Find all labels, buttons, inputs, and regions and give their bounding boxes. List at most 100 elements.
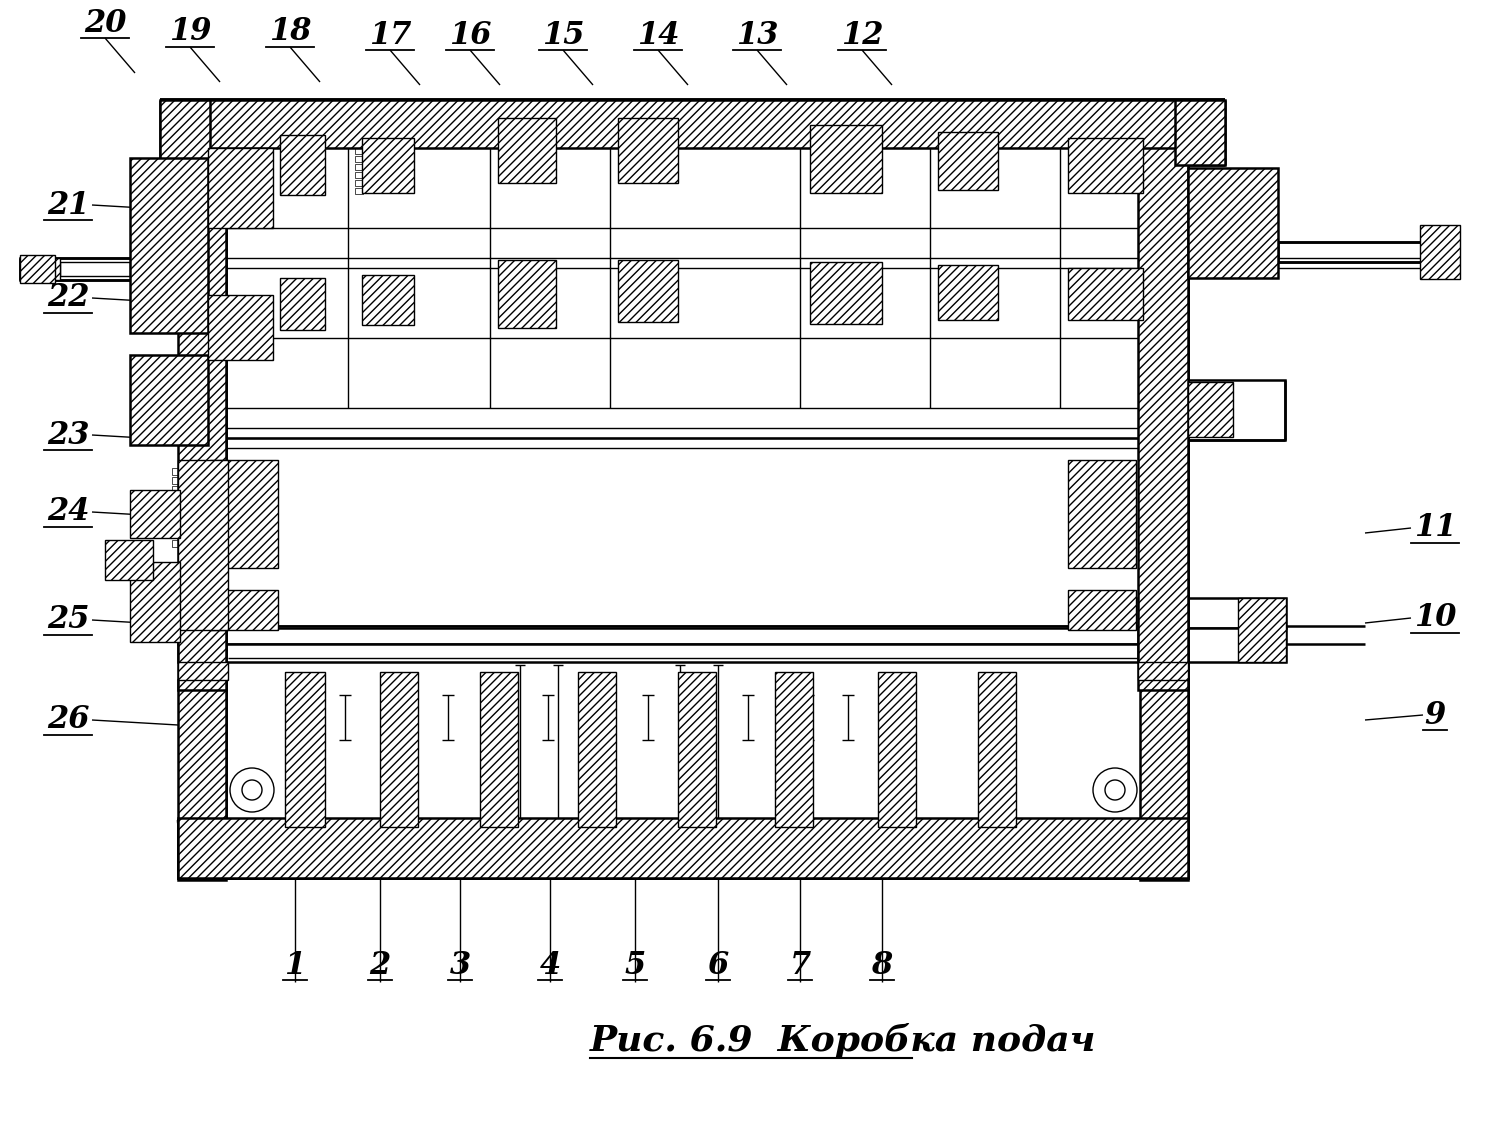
- Bar: [1068, 460, 1136, 568]
- Bar: [356, 156, 363, 162]
- Text: 7: 7: [789, 950, 810, 981]
- Bar: [178, 662, 228, 680]
- Bar: [206, 100, 1185, 148]
- Bar: [20, 258, 60, 280]
- Bar: [480, 672, 518, 827]
- Bar: [978, 672, 1016, 827]
- Bar: [1068, 268, 1143, 320]
- Bar: [178, 680, 226, 880]
- Bar: [172, 522, 182, 529]
- Circle shape: [230, 768, 274, 812]
- Bar: [178, 626, 1188, 643]
- Bar: [206, 100, 1185, 148]
- Bar: [498, 118, 556, 184]
- Bar: [178, 130, 226, 690]
- Text: 20: 20: [84, 8, 126, 39]
- Text: 2: 2: [369, 950, 390, 981]
- Bar: [280, 278, 326, 330]
- Bar: [1068, 138, 1143, 193]
- Bar: [130, 490, 180, 538]
- Bar: [776, 672, 813, 827]
- Bar: [578, 672, 616, 827]
- Text: 5: 5: [624, 950, 645, 981]
- Text: 24: 24: [46, 497, 90, 528]
- Bar: [1068, 590, 1136, 630]
- Bar: [172, 477, 182, 484]
- Bar: [498, 260, 556, 328]
- Bar: [105, 540, 153, 580]
- Text: 25: 25: [46, 604, 90, 635]
- Text: 1: 1: [285, 950, 306, 981]
- Bar: [285, 672, 326, 827]
- Bar: [1140, 680, 1188, 880]
- Bar: [810, 125, 882, 193]
- Text: 12: 12: [840, 19, 884, 50]
- Bar: [178, 820, 1188, 877]
- Bar: [178, 820, 1188, 877]
- Bar: [178, 130, 226, 690]
- Bar: [1188, 382, 1233, 437]
- Text: 13: 13: [735, 19, 778, 50]
- Bar: [618, 118, 678, 184]
- Bar: [209, 295, 273, 360]
- Bar: [1068, 268, 1143, 320]
- Bar: [209, 148, 273, 228]
- Bar: [1068, 138, 1143, 193]
- Bar: [480, 672, 518, 827]
- Bar: [1138, 130, 1188, 690]
- Bar: [618, 118, 678, 184]
- Text: 3: 3: [450, 950, 471, 981]
- Bar: [776, 672, 813, 827]
- Bar: [1238, 598, 1286, 662]
- Bar: [285, 672, 326, 827]
- Bar: [178, 820, 298, 877]
- Bar: [878, 672, 916, 827]
- Bar: [1174, 100, 1225, 165]
- Bar: [178, 818, 1188, 877]
- Text: 4: 4: [540, 950, 561, 981]
- Bar: [178, 818, 1188, 877]
- Bar: [1188, 167, 1278, 278]
- Bar: [172, 513, 182, 520]
- Text: 23: 23: [46, 420, 90, 451]
- Bar: [978, 672, 1016, 827]
- Bar: [1138, 629, 1286, 662]
- Bar: [810, 262, 882, 323]
- Circle shape: [1094, 768, 1137, 812]
- Text: 6: 6: [708, 950, 729, 981]
- Bar: [1238, 598, 1286, 662]
- Bar: [578, 672, 616, 827]
- Bar: [210, 590, 278, 630]
- Bar: [130, 158, 209, 333]
- Bar: [20, 258, 150, 280]
- Text: 17: 17: [369, 19, 411, 50]
- Bar: [178, 460, 228, 630]
- Bar: [20, 258, 60, 280]
- Bar: [178, 460, 228, 630]
- Bar: [209, 295, 273, 360]
- Bar: [178, 643, 1188, 662]
- Bar: [210, 460, 278, 568]
- Bar: [172, 531, 182, 538]
- Text: 18: 18: [268, 16, 312, 47]
- Bar: [1278, 242, 1458, 262]
- Bar: [618, 260, 678, 322]
- Text: 14: 14: [636, 19, 680, 50]
- Bar: [1138, 662, 1188, 680]
- Circle shape: [242, 780, 262, 799]
- Bar: [280, 278, 326, 330]
- Bar: [209, 148, 273, 228]
- Bar: [210, 460, 278, 568]
- Bar: [362, 275, 414, 325]
- Bar: [172, 496, 182, 502]
- Bar: [1140, 680, 1188, 880]
- Bar: [178, 820, 1188, 877]
- Bar: [678, 672, 716, 827]
- Bar: [20, 255, 56, 283]
- Text: 15: 15: [542, 19, 585, 50]
- Bar: [938, 265, 998, 320]
- Text: 21: 21: [46, 189, 90, 220]
- Text: 26: 26: [46, 704, 90, 735]
- Bar: [356, 164, 363, 170]
- Bar: [810, 125, 882, 193]
